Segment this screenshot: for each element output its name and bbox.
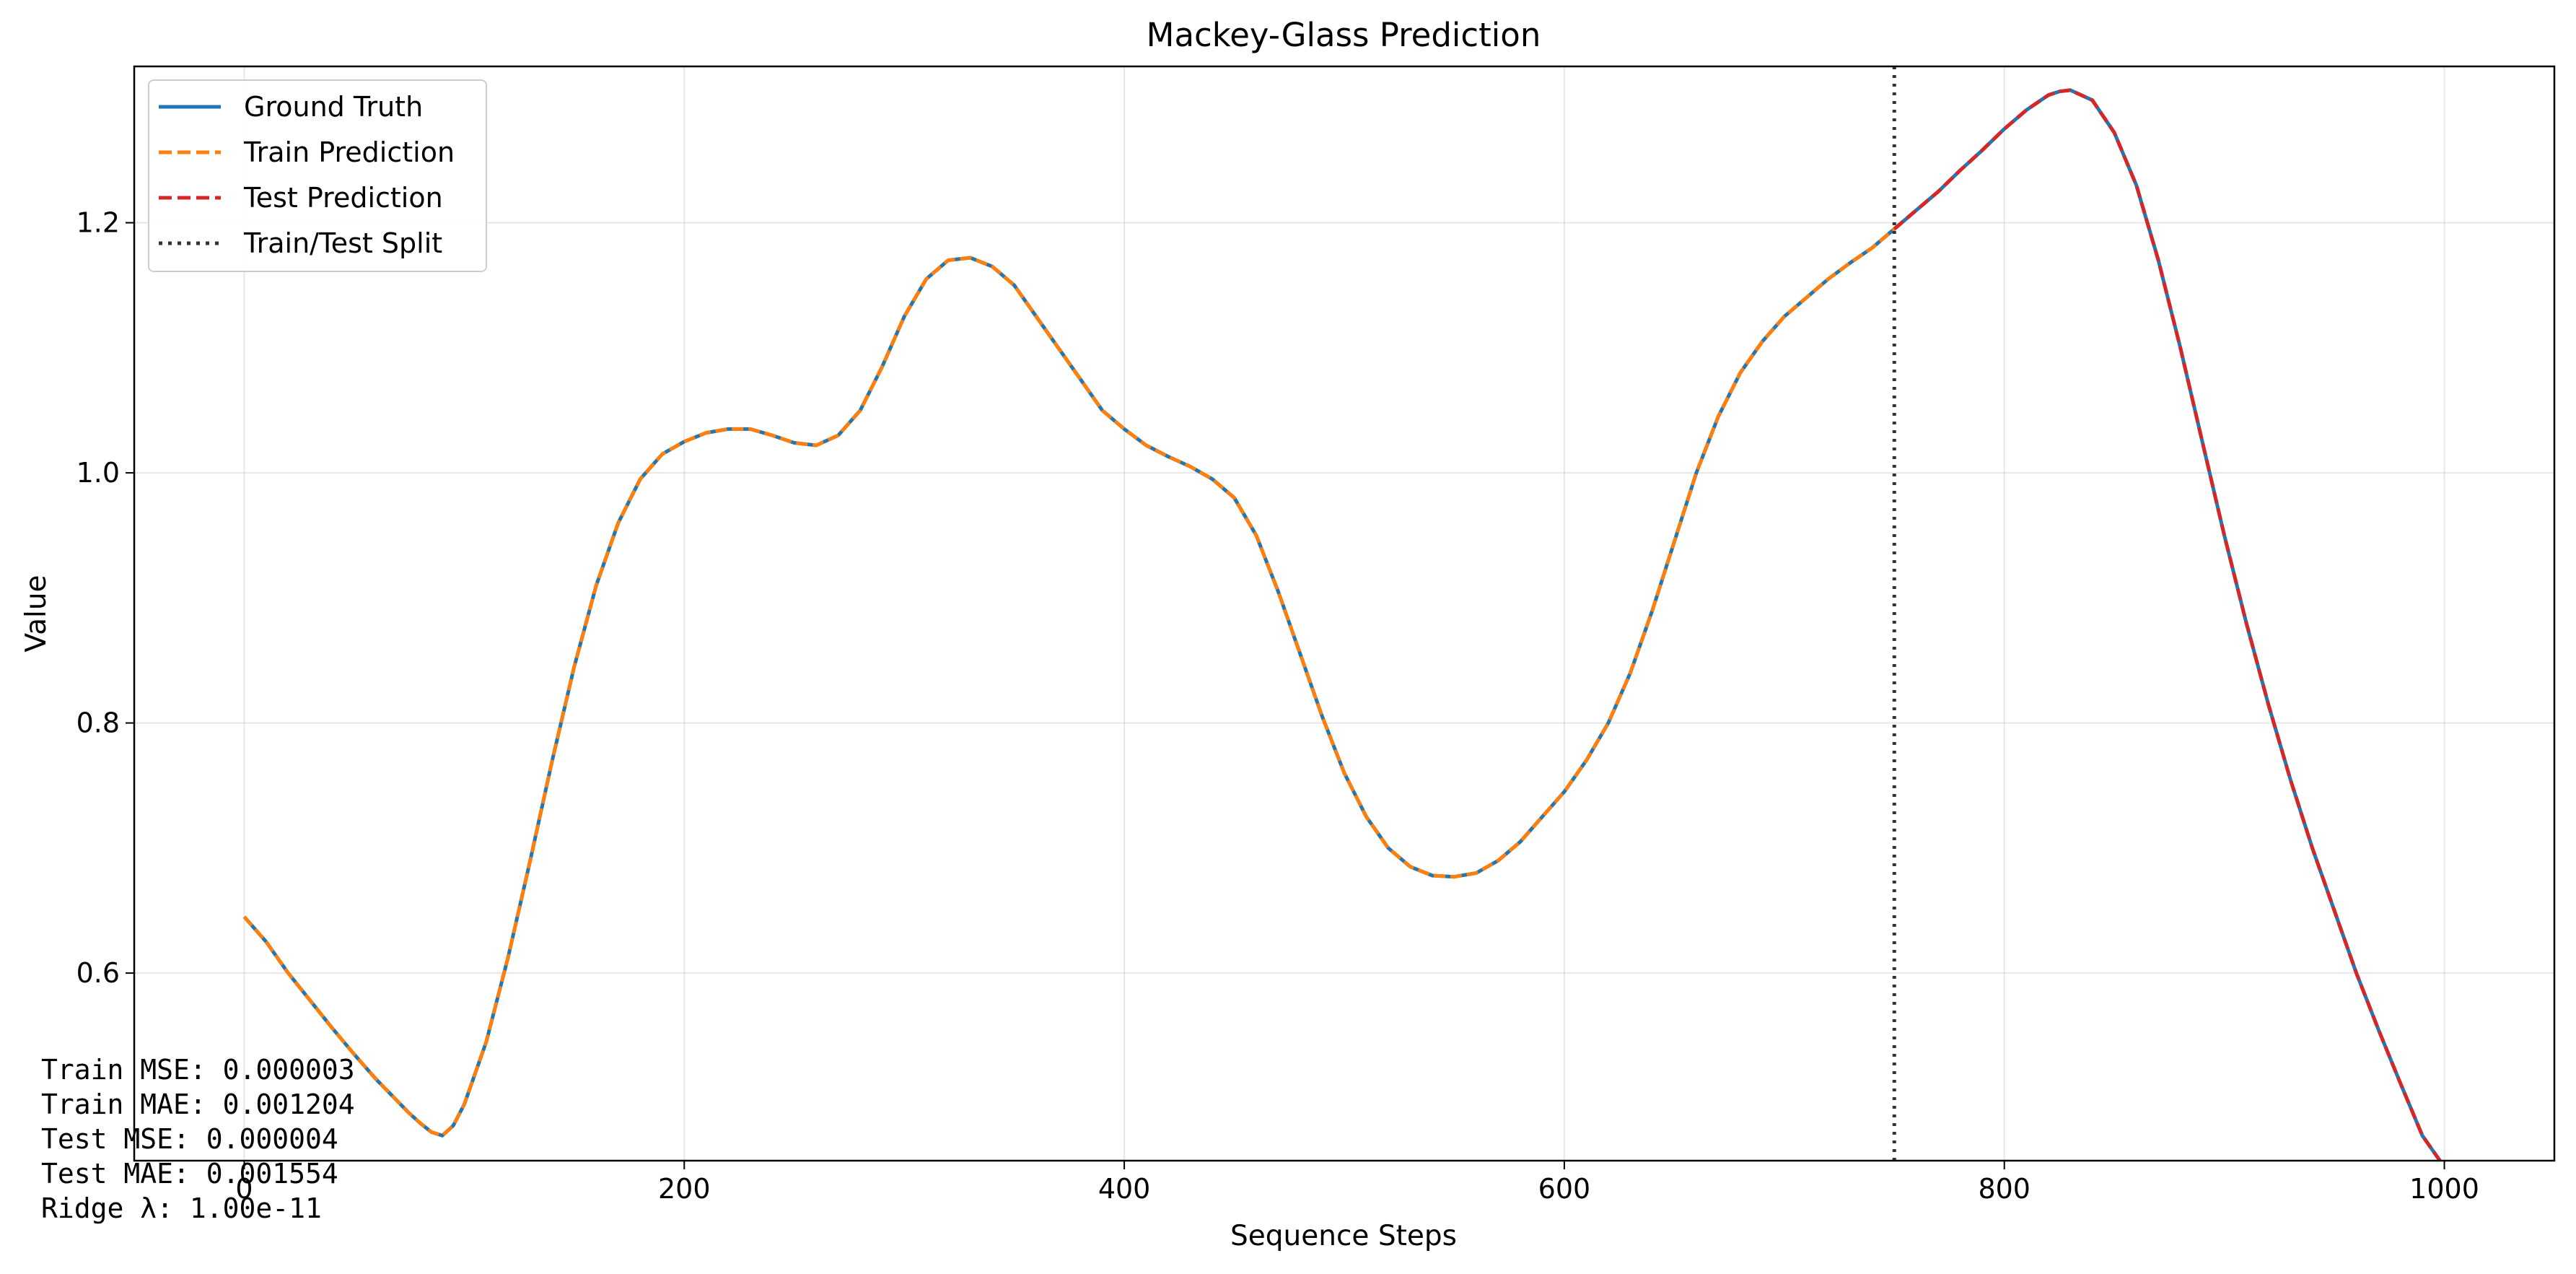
x-tick-label: 600: [1538, 1173, 1591, 1205]
series-train-prediction: [242, 227, 1896, 1138]
legend-train-prediction: Train Prediction: [243, 136, 455, 168]
x-tick-label: 800: [1978, 1173, 2030, 1205]
series-test-prediction: [1893, 88, 2442, 1162]
ridge-lambda: Ridge λ: 1.00e-11: [41, 1192, 322, 1224]
y-axis-label: Value: [20, 575, 53, 652]
legend-split: Train/Test Split: [243, 227, 442, 259]
x-tick-label: 1000: [2409, 1173, 2479, 1205]
train-mae: Train MAE: 0.001204: [41, 1088, 355, 1120]
y-tick-label: 0.8: [76, 707, 120, 739]
y-tick-label: 0.6: [76, 957, 120, 989]
legend-test-prediction: Test Prediction: [243, 182, 443, 214]
metrics-box: Train MSE: 0.000003 Train MAE: 0.001204 …: [41, 1054, 355, 1224]
x-tick-label: 400: [1098, 1173, 1151, 1205]
legend-box: [148, 79, 487, 272]
plot-frame: [133, 65, 2556, 1162]
x-axis-label: Sequence Steps: [1230, 1220, 1457, 1252]
test-mae: Test MAE: 0.001554: [41, 1158, 338, 1190]
test-mse: Test MSE: 0.000004: [41, 1123, 338, 1155]
plot-series: [242, 66, 2442, 1162]
x-axis: 0 200 400 600 800 1000: [235, 1161, 2479, 1205]
x-tick-label: 0: [235, 1173, 253, 1205]
y-tick-label: 1.2: [76, 207, 120, 239]
series-ground-truth: [242, 88, 2442, 1162]
train-mse: Train MSE: 0.000003: [41, 1054, 355, 1086]
chart-title: Mackey-Glass Prediction: [1147, 16, 1541, 54]
grid-lines: [134, 66, 2554, 1161]
x-tick-label: 200: [658, 1173, 711, 1205]
legend: Ground Truth Train Prediction Test Predi…: [148, 79, 487, 272]
y-axis: 0.6 0.8 1.0 1.2: [76, 207, 134, 989]
y-tick-label: 1.0: [76, 457, 120, 489]
legend-ground-truth: Ground Truth: [244, 91, 423, 123]
